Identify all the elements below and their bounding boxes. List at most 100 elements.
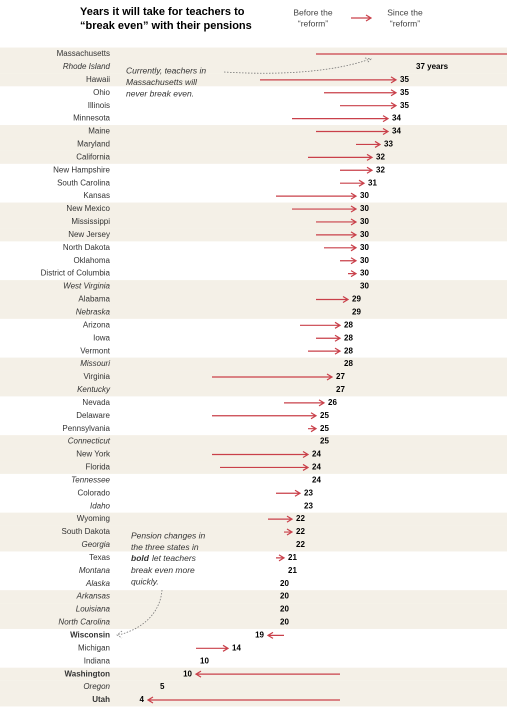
value-label: 21	[288, 553, 297, 562]
arrow	[316, 334, 342, 342]
category-label: Alabama	[78, 295, 110, 304]
arrow	[340, 166, 374, 174]
value-label: 28	[344, 346, 353, 355]
value-label: 33	[384, 140, 393, 149]
value-label: 22	[296, 540, 305, 549]
annotation: Pension changes in	[131, 530, 205, 540]
value-label: 10	[183, 669, 192, 678]
value-label: 32	[376, 152, 385, 161]
value-label: 5	[160, 682, 165, 691]
row-band	[0, 150, 507, 164]
arrow	[308, 425, 318, 433]
legend-arrow	[351, 14, 373, 22]
row-band	[0, 305, 507, 319]
arrow	[316, 128, 390, 136]
chart-title: “break even” with their pensions	[80, 20, 252, 32]
category-label: Washington	[65, 669, 111, 678]
row-band	[0, 137, 507, 151]
value-label: 19	[255, 631, 264, 640]
value-label: 30	[360, 282, 369, 291]
category-label: Arkansas	[76, 592, 110, 601]
arrow	[276, 192, 358, 200]
value-label: 24	[312, 475, 321, 484]
value-label: 35	[400, 75, 409, 84]
category-label: Iowa	[93, 333, 110, 342]
legend-label: “reform”	[298, 18, 328, 28]
legend-label: Before the	[293, 7, 332, 17]
value-label: 25	[320, 437, 329, 446]
arrow	[308, 347, 342, 355]
value-label: 28	[344, 333, 353, 342]
category-label: Maryland	[77, 140, 110, 149]
category-label: Arizona	[83, 320, 111, 329]
arrow	[266, 631, 284, 639]
value-label: 27	[336, 385, 345, 394]
value-label: 30	[360, 230, 369, 239]
category-label: Virginia	[83, 372, 110, 381]
category-label: Texas	[89, 553, 110, 562]
value-label: 30	[360, 269, 369, 278]
value-label: 24	[312, 463, 321, 472]
row-band	[0, 538, 507, 552]
category-label: Minnesota	[73, 114, 110, 123]
row-band	[0, 525, 507, 539]
arrow	[276, 489, 302, 497]
value-label: 30	[360, 204, 369, 213]
rows: Massachusetts Rhode Island 37 years Hawaii 3…	[41, 49, 507, 704]
row-bands	[0, 47, 507, 707]
row-band	[0, 228, 507, 242]
row-band	[0, 280, 507, 294]
value-label: 23	[304, 501, 313, 510]
row-band	[0, 512, 507, 526]
category-label: Illinois	[88, 101, 110, 110]
category-label: Oklahoma	[74, 256, 111, 265]
category-label: Hawaii	[86, 75, 110, 84]
arrow	[324, 244, 358, 252]
chart-title: Years it will take for teachers to	[80, 6, 245, 18]
value-label: 30	[360, 243, 369, 252]
arrow	[324, 89, 398, 97]
category-label: Nevada	[82, 398, 110, 407]
category-label: Indiana	[84, 656, 111, 665]
category-label: Kentucky	[77, 385, 111, 394]
category-label: Louisiana	[76, 605, 111, 614]
value-label: 20	[280, 618, 289, 627]
category-label: Massachusetts	[57, 49, 110, 58]
value-label: 10	[200, 656, 209, 665]
row-band	[0, 590, 507, 604]
category-label: Florida	[86, 463, 111, 472]
arrow	[348, 270, 358, 278]
category-label: Oregon	[83, 682, 110, 691]
row-band	[0, 125, 507, 138]
arrow	[196, 644, 230, 652]
arrow	[340, 257, 358, 265]
annotation: Currently, teachers in	[126, 65, 206, 75]
value-label: 30	[360, 191, 369, 200]
legend-label: “reform”	[390, 18, 420, 28]
row-band	[0, 357, 507, 371]
row-band	[0, 202, 507, 216]
arrow	[316, 218, 358, 226]
annotation: the three states in	[131, 542, 199, 552]
arrow	[146, 696, 340, 704]
row-band	[0, 60, 507, 74]
value-label: 35	[400, 101, 409, 110]
arrow	[340, 102, 398, 110]
arrow	[212, 412, 318, 420]
value-label: 27	[336, 372, 345, 381]
arrow	[260, 76, 398, 84]
value-label: 29	[352, 308, 361, 317]
category-label: South Dakota	[62, 527, 111, 536]
category-label: Missouri	[80, 359, 110, 368]
arrow	[316, 231, 358, 239]
value-label: 20	[280, 592, 289, 601]
value-label: 26	[328, 398, 337, 407]
value-label: 14	[232, 643, 241, 652]
category-label: Tennessee	[71, 475, 110, 484]
category-label: Montana	[79, 566, 111, 575]
arrow	[194, 670, 340, 678]
category-label: North Carolina	[58, 618, 110, 627]
annotation-pointer	[116, 589, 163, 639]
legend-label: Since the	[387, 7, 423, 17]
category-label: New York	[76, 450, 111, 459]
